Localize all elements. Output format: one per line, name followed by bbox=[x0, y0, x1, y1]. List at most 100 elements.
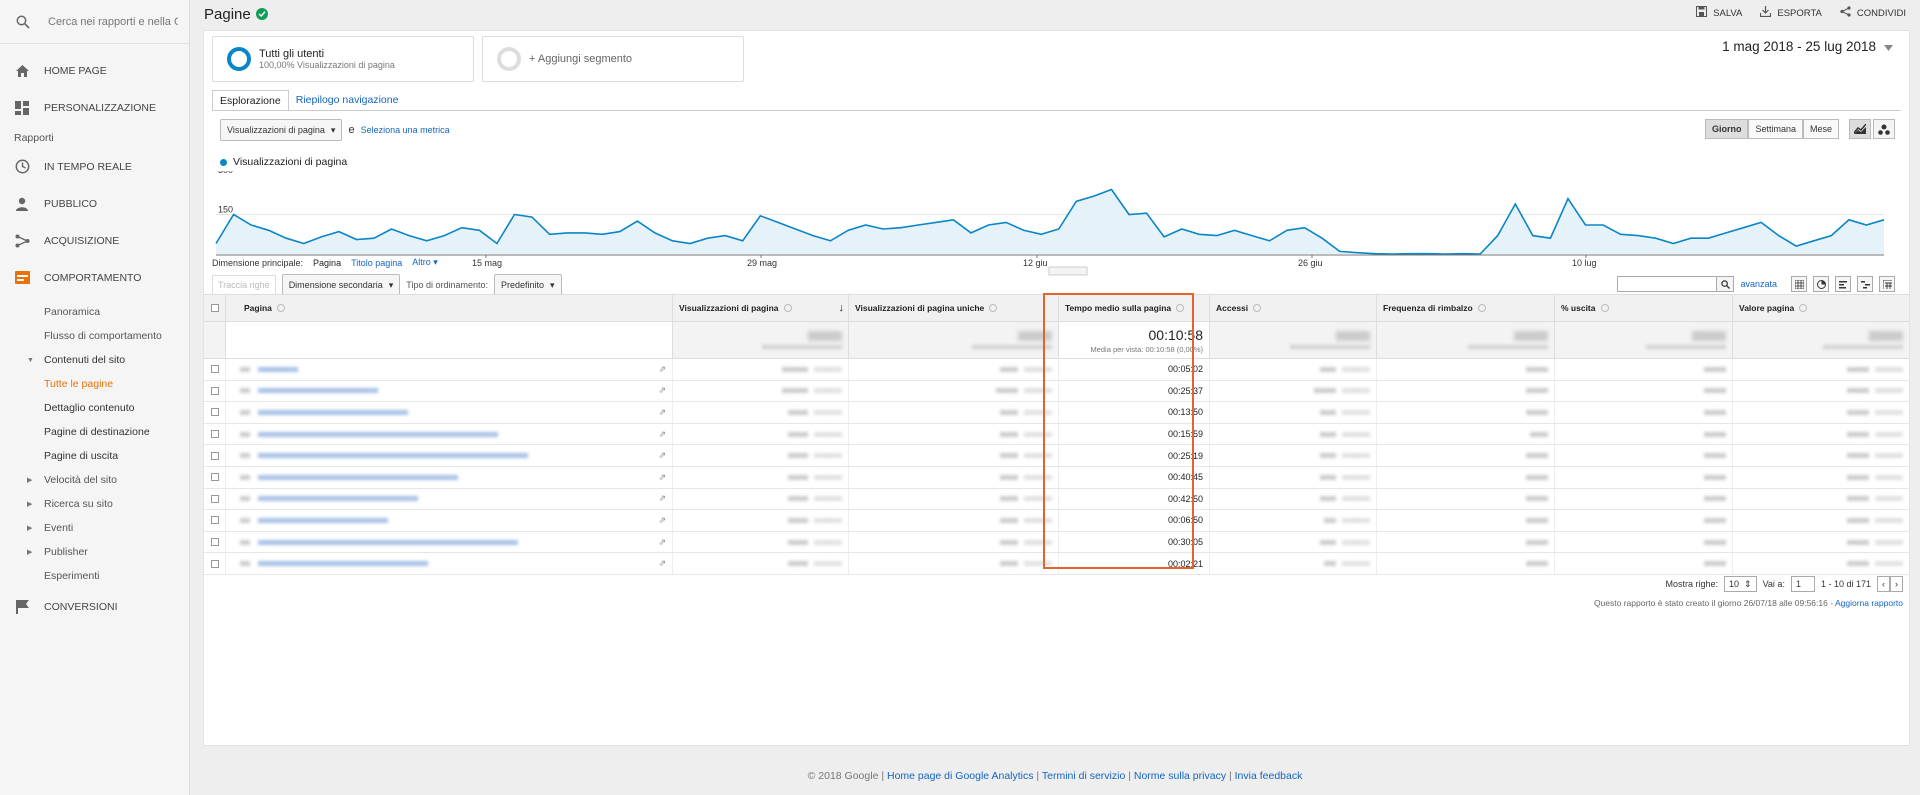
table-search-button[interactable] bbox=[1716, 276, 1735, 292]
nav-all-pages[interactable]: Tutte le pagine bbox=[0, 372, 189, 396]
external-link-icon[interactable]: ⇗ bbox=[658, 385, 666, 396]
goto-input[interactable]: 1 bbox=[1790, 576, 1815, 592]
external-link-icon[interactable]: ⇗ bbox=[658, 363, 666, 374]
sort-type-dropdown[interactable]: Predefinito ▾ bbox=[494, 274, 562, 296]
view-pivot-button[interactable] bbox=[1879, 276, 1895, 292]
nav-landing-pages-label: Pagine di destinazione bbox=[44, 426, 150, 438]
prev-page-button[interactable]: ‹ bbox=[1877, 576, 1890, 592]
nav-home[interactable]: HOME PAGE bbox=[0, 52, 189, 89]
nav-overview[interactable]: Panoramica bbox=[0, 300, 189, 324]
nav-content-drilldown[interactable]: Dettaglio contenuto bbox=[0, 396, 189, 420]
refresh-report-link[interactable]: Aggiorna rapporto bbox=[1834, 598, 1903, 608]
row-page-cell[interactable]: ⇗ bbox=[226, 488, 673, 510]
nav-audience[interactable]: PUBBLICO bbox=[0, 185, 189, 222]
row-checkbox[interactable] bbox=[210, 386, 219, 395]
external-link-icon[interactable]: ⇗ bbox=[658, 493, 666, 504]
export-button[interactable]: ESPORTA bbox=[1760, 6, 1822, 20]
view-data-button[interactable] bbox=[1791, 276, 1807, 292]
nav-acquisition[interactable]: ACQUISIZIONE bbox=[0, 222, 189, 259]
table-search-input[interactable] bbox=[1617, 276, 1718, 292]
external-link-icon[interactable]: ⇗ bbox=[658, 536, 666, 547]
nav-site-speed[interactable]: ▶ Velocità del sito bbox=[0, 468, 189, 492]
row-page-cell[interactable]: ⇗ bbox=[226, 359, 673, 380]
footer-terms-link[interactable]: Termini di servizio bbox=[1041, 770, 1126, 782]
row-page-cell[interactable]: ⇗ bbox=[226, 423, 673, 445]
rows-per-page-select[interactable]: 10 ⇕ bbox=[1724, 576, 1757, 592]
line-chart-button[interactable] bbox=[1849, 119, 1871, 139]
col-avg-time[interactable]: Tempo medio sulla pagina bbox=[1059, 295, 1210, 321]
share-button[interactable]: CONDIVIDI bbox=[1840, 6, 1906, 20]
view-comparison-button[interactable] bbox=[1857, 276, 1873, 292]
row-checkbox[interactable] bbox=[210, 494, 219, 503]
row-checkbox[interactable] bbox=[210, 538, 219, 547]
nav-publisher[interactable]: ▶ Publisher bbox=[0, 540, 189, 564]
nav-events[interactable]: ▶ Eventi bbox=[0, 516, 189, 540]
nav-experiments[interactable]: Esperimenti bbox=[0, 564, 189, 588]
metric-dropdown[interactable]: Visualizzazioni di pagina ▾ bbox=[220, 119, 343, 141]
nav-behavior[interactable]: COMPORTAMENTO bbox=[0, 259, 189, 296]
external-link-icon[interactable]: ⇗ bbox=[658, 428, 666, 439]
dimension-more[interactable]: Altro ▾ bbox=[412, 257, 438, 267]
col-unique-pageviews[interactable]: Visualizzazioni di pagina uniche bbox=[849, 295, 1059, 321]
nav-conversions[interactable]: CONVERSIONI bbox=[0, 588, 189, 625]
segment-title: Tutti gli utenti bbox=[259, 48, 325, 60]
row-page-cell[interactable]: ⇗ bbox=[226, 380, 673, 402]
row-page-cell[interactable]: ⇗ bbox=[226, 531, 673, 553]
select-all-checkbox[interactable] bbox=[210, 304, 219, 312]
row-checkbox[interactable] bbox=[210, 408, 219, 417]
nav-realtime[interactable]: IN TEMPO REALE bbox=[0, 148, 189, 185]
save-button[interactable]: SALVA bbox=[1696, 6, 1742, 20]
row-checkbox[interactable] bbox=[210, 473, 219, 482]
nav-site-content[interactable]: ▼ Contenuti del sito bbox=[0, 348, 189, 372]
external-link-icon[interactable]: ⇗ bbox=[658, 558, 666, 569]
footer-home-link[interactable]: Home page di Google Analytics bbox=[886, 770, 1034, 782]
row-checkbox[interactable] bbox=[210, 430, 219, 439]
external-link-icon[interactable]: ⇗ bbox=[658, 514, 666, 525]
nav-landing-pages[interactable]: Pagine di destinazione bbox=[0, 420, 189, 444]
row-checkbox[interactable] bbox=[210, 559, 219, 568]
col-exit-rate[interactable]: % uscita bbox=[1555, 295, 1733, 321]
view-performance-button[interactable] bbox=[1835, 276, 1851, 292]
nav-site-search[interactable]: ▶ Ricerca su sito bbox=[0, 492, 189, 516]
row-checkbox[interactable] bbox=[210, 365, 219, 374]
tab-explorer[interactable]: Esplorazione bbox=[212, 90, 289, 111]
add-segment-button[interactable]: + Aggiungi segmento bbox=[482, 36, 744, 82]
select-metric-link[interactable]: Seleziona una metrica bbox=[360, 125, 450, 135]
col-entrances[interactable]: Accessi bbox=[1210, 295, 1377, 321]
external-link-icon[interactable]: ⇗ bbox=[658, 471, 666, 482]
row-page-cell[interactable]: ⇗ bbox=[226, 553, 673, 574]
secondary-dimension-dropdown[interactable]: Dimensione secondaria ▾ bbox=[281, 274, 401, 296]
row-checkbox[interactable] bbox=[210, 451, 219, 460]
segment-all-users[interactable]: Tutti gli utenti 100,00% Visualizzazioni… bbox=[212, 36, 474, 82]
view-percentage-button[interactable] bbox=[1813, 276, 1829, 292]
footer-feedback-link[interactable]: Invia feedback bbox=[1234, 770, 1303, 782]
plot-rows-button[interactable]: Traccia righe bbox=[212, 275, 276, 295]
row-page-cell[interactable]: ⇗ bbox=[226, 445, 673, 466]
period-day-button[interactable]: Giorno bbox=[1704, 119, 1749, 139]
row-page-cell[interactable]: ⇗ bbox=[226, 402, 673, 423]
col-page-value[interactable]: Valore pagina bbox=[1733, 295, 1909, 321]
footer-privacy-link[interactable]: Norme sulla privacy bbox=[1133, 770, 1227, 782]
tab-navigation-summary[interactable]: Riepilogo navigazione bbox=[295, 94, 399, 106]
dimension-page[interactable]: Pagina bbox=[313, 257, 342, 268]
nav-exit-pages[interactable]: Pagine di uscita bbox=[0, 444, 189, 468]
period-week-button[interactable]: Settimana bbox=[1748, 119, 1803, 139]
advanced-filter-link[interactable]: avanzata bbox=[1740, 279, 1777, 289]
external-link-icon[interactable]: ⇗ bbox=[658, 406, 666, 417]
sidebar-search[interactable]: Cerca nei rapporti e nella Gu bbox=[0, 0, 189, 44]
dimension-page-title[interactable]: Titolo pagina bbox=[351, 257, 403, 268]
col-bounce-rate[interactable]: Frequenza di rimbalzo bbox=[1377, 295, 1555, 321]
motion-chart-button[interactable] bbox=[1873, 119, 1895, 139]
external-link-icon[interactable]: ⇗ bbox=[658, 450, 666, 461]
date-range-picker[interactable]: 1 mag 2018 - 25 lug 2018 bbox=[1722, 39, 1893, 54]
period-month-button[interactable]: Mese bbox=[1802, 119, 1839, 139]
next-page-button[interactable]: › bbox=[1890, 576, 1903, 592]
nav-customization[interactable]: PERSONALIZZAZIONE bbox=[0, 89, 189, 126]
col-page[interactable]: Pagina bbox=[226, 295, 673, 321]
nav-behavior-flow[interactable]: Flusso di comportamento bbox=[0, 324, 189, 348]
row-checkbox[interactable] bbox=[210, 516, 219, 525]
row-page-cell[interactable]: ⇗ bbox=[226, 466, 673, 488]
col-pageviews[interactable]: Visualizzazioni di pagina ↓ bbox=[673, 295, 849, 321]
row-page-cell[interactable]: ⇗ bbox=[226, 510, 673, 531]
y-tick-label: 300 bbox=[218, 171, 233, 175]
